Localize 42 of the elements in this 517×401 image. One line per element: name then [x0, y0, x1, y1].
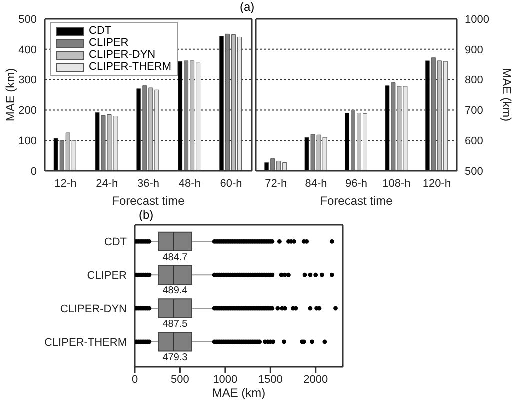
y-tick-label: 300 — [18, 74, 37, 87]
y-tick-label: 400 — [18, 44, 37, 56]
annotation: 489.4 — [162, 286, 188, 297]
chart-title: (a) — [240, 0, 255, 14]
x-tick-label: 72-h — [265, 178, 288, 190]
x-axis-title: Forecast time — [320, 194, 394, 208]
y-tick-label: CLIPER-THERM — [44, 336, 127, 349]
x-tick-label: 12-h — [54, 178, 77, 190]
x-tick-label: 108-h — [382, 178, 411, 190]
y-tick-label: 100 — [18, 136, 37, 148]
y-tick-label: 0 — [30, 166, 37, 178]
y2-tick-label: 500 — [465, 166, 484, 178]
x-tick-label: 500 — [171, 374, 190, 386]
x-tick-label: 120-h — [422, 178, 451, 190]
y-tick-label: 500 — [18, 14, 37, 26]
annotation: 487.5 — [162, 319, 188, 330]
x-axis-title: Forecast time — [112, 194, 186, 208]
legend-label: CLIPER-THERM — [89, 61, 172, 73]
y-tick-label: CDT — [104, 236, 128, 249]
y-tick-label: CLIPER-DYN — [60, 303, 128, 316]
x-tick-label: 48-h — [178, 178, 201, 190]
x-tick-label: 1500 — [258, 374, 283, 386]
y2-tick-label: 800 — [465, 74, 484, 87]
y2-tick-label: 1000 — [465, 14, 490, 26]
x-tick-label: 2000 — [304, 374, 328, 386]
annotation: 484.7 — [162, 252, 188, 264]
y2-tick-label: 700 — [465, 105, 484, 118]
y2-tick-label: 600 — [465, 136, 484, 148]
x-tick-label: 24-h — [96, 178, 118, 190]
x-tick-label: 60-h — [220, 178, 242, 190]
y2-axis-title: MAE (km) — [500, 68, 514, 122]
annotation: 479.3 — [162, 352, 188, 364]
x-tick-label: 36-h — [137, 178, 160, 190]
y-tick-label: CLIPER — [87, 270, 128, 282]
chart-title: (b) — [139, 208, 154, 222]
y-tick-label: 200 — [18, 105, 37, 118]
y-axis-title: MAE (km) — [3, 68, 18, 122]
x-tick-label: 84-h — [305, 178, 328, 190]
x-tick-label: 1000 — [213, 374, 238, 386]
y2-tick-label: 900 — [465, 44, 484, 56]
x-tick-label: 96-h — [345, 178, 368, 190]
x-tick-label: 0 — [132, 374, 138, 386]
